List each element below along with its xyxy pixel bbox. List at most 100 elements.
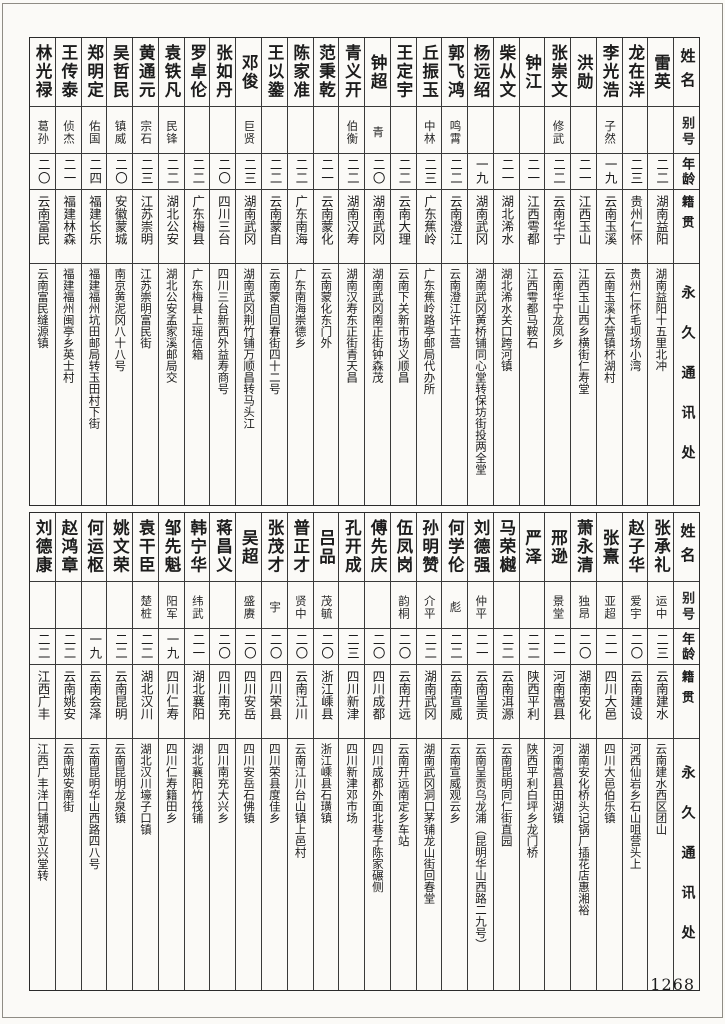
person-name: 郑明定 — [84, 44, 104, 100]
person-address: 四川南充大兴乡 — [216, 743, 231, 824]
person-name-cell: 郭飞鸿 — [442, 38, 468, 107]
person-native-place: 云南澄江 — [447, 195, 463, 245]
person-alias: 中林 — [422, 119, 437, 145]
person-age: 二二 — [267, 158, 283, 185]
person-native-place: 湖南武冈 — [370, 195, 386, 245]
person-name: 姚文荣 — [110, 519, 130, 575]
person-alias-cell: 独昂 — [571, 582, 596, 629]
person-address-cell: 四川安岳石佛镇 — [236, 739, 261, 990]
person-address-cell: 河西仙岩乡石山咀营头上 — [623, 739, 648, 990]
person-age-cell: 二二 — [30, 629, 55, 665]
person-native-place: 云南江川 — [293, 670, 309, 720]
person-alias: 运中 — [654, 594, 669, 620]
person-alias-cell — [55, 582, 81, 629]
person-address-cell: 四川南充大兴乡 — [210, 739, 235, 990]
person-name-cell: 姚文荣 — [107, 513, 133, 582]
person-alias-cell — [287, 107, 313, 154]
person-address: 南京黄泥冈八十八号 — [113, 268, 128, 372]
person-native-place-cell: 广东梅县 — [184, 190, 210, 264]
person-alias: 侦杰 — [61, 119, 76, 145]
person-name: 何学伦 — [445, 519, 465, 575]
person-alias: 修武 — [551, 119, 566, 145]
person-age: 二〇 — [370, 158, 386, 185]
person-native-place-cell: 云南昆明 — [107, 665, 133, 739]
person-native-place-cell: 湖北浠水 — [493, 190, 519, 264]
person-age: 二〇 — [293, 633, 309, 660]
person-address-cell: 四川成都外面北巷子陈家碾侧 — [365, 739, 390, 990]
person-native-place-cell: 云南蒙自 — [261, 190, 287, 264]
person-alias-cell: 彪 — [442, 582, 468, 629]
person-column: 龙在洋 二三 贵州仁怀 贵州仁怀毛坝场小湾 — [621, 38, 648, 505]
person-name: 王定宇 — [393, 44, 413, 100]
person-address: 湖北浠水关口跨河镇 — [499, 268, 514, 372]
person-column: 张茂才 宇 二〇 四川荣县 四川荣县度佳乡 — [260, 513, 287, 990]
person-alias: 景堂 — [551, 594, 566, 620]
person-age: 二三 — [241, 158, 257, 185]
person-age-cell: 二〇 — [287, 629, 313, 665]
person-column: 张如丹 二〇 四川三台 四川三台新西外益寿商号 — [209, 38, 236, 505]
person-name: 袁铁凡 — [161, 44, 181, 100]
person-native-place: 云南宣威 — [447, 670, 463, 720]
header-name-label: 姓名 — [678, 523, 697, 571]
person-age: 二二 — [138, 633, 154, 660]
person-name-cell: 张崇文 — [545, 38, 571, 107]
person-address-cell: 湖南武冈南正街钟森茂 — [365, 264, 390, 505]
person-native-place: 广东蕉岭 — [421, 195, 437, 245]
person-name-cell: 何学伦 — [442, 513, 468, 582]
person-name: 杨远绍 — [471, 44, 491, 100]
person-column: 陈家准 二二 广东南海 广东南海崇德乡 — [286, 38, 313, 505]
person-address: 云南华宁龙凤乡 — [551, 268, 566, 349]
person-native-place: 云南开远 — [396, 670, 412, 720]
person-alias-cell — [622, 107, 648, 154]
person-alias-cell — [571, 107, 596, 154]
person-address-cell: 云南蒙自回春街四十二号 — [262, 264, 287, 505]
person-native-place: 贵州仁怀 — [628, 195, 644, 245]
person-alias-cell — [210, 582, 236, 629]
person-native-place: 江西雩都 — [525, 195, 541, 245]
person-age-cell: 一九 — [81, 629, 107, 665]
person-address: 云南昆明龙泉镇 — [113, 743, 128, 824]
person-name-cell: 雷英 — [648, 38, 674, 107]
header-column: 姓名 别号 年龄 籍贯 永久通讯处 — [673, 513, 699, 990]
person-alias: 介平 — [422, 594, 437, 620]
person-address-cell: 浙江嵊县石璜镇 — [314, 739, 339, 990]
person-column: 郑明定 佑国 二四 福建长乐 福建福州坑田邮局转玉田村下街 — [80, 38, 107, 505]
person-age: 二二 — [190, 158, 206, 185]
person-name: 龙在洋 — [625, 44, 645, 100]
person-age-cell: 二〇 — [365, 629, 390, 665]
person-alias: 茂毓 — [319, 594, 334, 620]
person-alias-cell: 葛孙 — [30, 107, 55, 154]
person-native-place-cell: 云南洱源 — [493, 665, 519, 739]
person-name-cell: 柴从文 — [493, 38, 519, 107]
person-age: 二二 — [654, 158, 670, 185]
person-address: 江西广丰洋口铺郑立兴堂转 — [35, 743, 50, 881]
person-name-cell: 王定宇 — [390, 38, 416, 107]
person-age: 二一 — [319, 158, 335, 185]
header-alias-cell: 别号 — [674, 107, 699, 154]
person-alias: 爱宇 — [628, 594, 643, 620]
person-age-cell: 二一 — [313, 154, 339, 190]
person-alias-cell: 镇威 — [107, 107, 133, 154]
person-address-cell: 四川三台新西外益寿商号 — [210, 264, 235, 505]
person-address: 贵州仁怀毛坝场小湾 — [628, 268, 643, 372]
person-native-place-cell: 湖南武冈 — [365, 190, 390, 264]
person-age-cell: 二二 — [648, 154, 674, 190]
person-address-cell: 云南宣威观云乡 — [442, 739, 467, 990]
person-name: 张茂才 — [265, 519, 285, 575]
person-native-place: 云南建水 — [653, 670, 669, 720]
person-column: 罗卓伦 二二 广东梅县 广东梅县上瑶信箱 — [183, 38, 210, 505]
person-age-cell: 二二 — [287, 154, 313, 190]
person-native-place: 四川大邑 — [602, 670, 618, 720]
person-address: 云南昆明华山西路四八号 — [87, 743, 102, 870]
person-alias-cell — [339, 582, 365, 629]
person-native-place-cell: 云南建设 — [622, 665, 648, 739]
person-address-cell: 云南华宁龙凤乡 — [545, 264, 570, 505]
person-native-place-cell: 湖北汉川 — [133, 665, 158, 739]
person-age-cell: 二一 — [545, 629, 571, 665]
person-native-place-cell: 浙江嵊县 — [313, 665, 339, 739]
person-age-cell: 二一 — [571, 154, 596, 190]
person-age-cell: 二二 — [390, 154, 416, 190]
person-native-place-cell: 贵州仁怀 — [622, 190, 648, 264]
person-column: 邓俊 巨贤 二三 湖南武冈 湖南武冈荆竹铺万顺昌转马头江 — [235, 38, 261, 505]
person-column: 钟超 青 二〇 湖南武冈 湖南武冈南正街钟森茂 — [364, 38, 390, 505]
